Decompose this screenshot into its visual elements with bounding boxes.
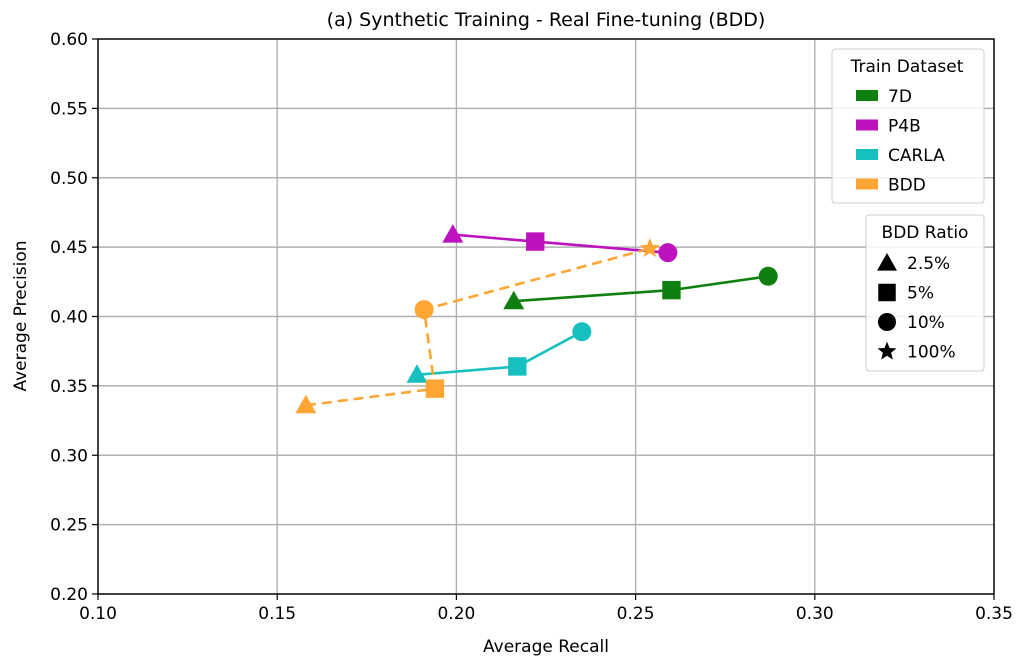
data-point-square (508, 357, 527, 376)
y-tick-label: 0.35 (50, 377, 88, 397)
y-tick-label: 0.60 (50, 30, 88, 50)
legend-train-dataset: Train Dataset 7D P4B CARLA BDD (831, 48, 985, 204)
legend-marker-square (878, 283, 896, 302)
legend-label: 7D (888, 87, 912, 107)
legend-label: BDD (888, 176, 926, 196)
chart-title: (a) Synthetic Training - Real Fine-tunin… (327, 9, 766, 31)
y-ticks: 0.20 0.25 0.30 0.35 0.40 0.45 0.50 0.55 0.60 (50, 30, 98, 605)
x-tick-label: 0.15 (258, 604, 296, 624)
legend-swatch (856, 119, 878, 131)
data-point-square (526, 232, 545, 251)
legend-swatch (856, 149, 878, 160)
legend-label: 100% (907, 343, 956, 363)
series-p4b (442, 224, 678, 263)
data-point-triangle (295, 394, 317, 414)
series-line (305, 247, 651, 407)
legend-title: Train Dataset (850, 57, 964, 77)
legend-marker-star (877, 341, 897, 360)
series-line (416, 330, 583, 377)
legend-label: 2.5% (907, 254, 950, 274)
series-bdd (295, 238, 660, 414)
y-tick-label: 0.25 (50, 516, 88, 536)
data-point-square (662, 280, 681, 300)
series-layer (295, 224, 778, 414)
series-7d (503, 266, 778, 310)
y-tick-label: 0.55 (50, 99, 88, 119)
x-tick-label: 0.10 (79, 604, 117, 624)
y-axis-label: Average Precision (11, 240, 31, 391)
legend-label: CARLA (888, 146, 945, 166)
data-point-triangle (503, 290, 525, 310)
legend-box (831, 48, 985, 204)
legend-box (865, 214, 985, 372)
x-tick-label: 0.25 (617, 604, 655, 624)
data-point-square (425, 379, 445, 398)
legend-swatch (856, 178, 878, 190)
data-point-star (639, 238, 660, 257)
y-tick-label: 0.30 (50, 446, 88, 466)
series-carla (406, 322, 592, 383)
legend-marker-triangle (877, 253, 897, 271)
x-axis-label: Average Recall (483, 637, 609, 657)
data-point-circle (658, 243, 678, 263)
data-point-circle (572, 322, 592, 342)
legend-bdd-ratio: BDD Ratio 2.5% 5% 10% 100% (865, 214, 985, 372)
legend-label: 10% (907, 313, 945, 333)
y-tick-label: 0.50 (50, 169, 88, 189)
data-point-triangle (442, 224, 464, 243)
x-ticks: 0.10 0.15 0.20 0.25 0.30 0.35 (79, 594, 1013, 624)
legend-label: 5% (907, 284, 934, 304)
legend-title: BDD Ratio (882, 223, 969, 243)
legend-label: P4B (888, 117, 921, 137)
data-point-circle (414, 300, 434, 320)
x-tick-label: 0.30 (796, 604, 834, 624)
legend-swatch (856, 90, 878, 101)
y-tick-label: 0.40 (50, 308, 88, 328)
series-line (513, 275, 769, 303)
data-point-triangle (406, 364, 428, 383)
x-tick-label: 0.20 (437, 604, 475, 624)
x-tick-label: 0.35 (975, 604, 1013, 624)
y-tick-label: 0.45 (50, 238, 88, 258)
legend-marker-circle (877, 312, 897, 332)
y-tick-label: 0.20 (50, 585, 88, 605)
data-point-circle (758, 266, 778, 286)
